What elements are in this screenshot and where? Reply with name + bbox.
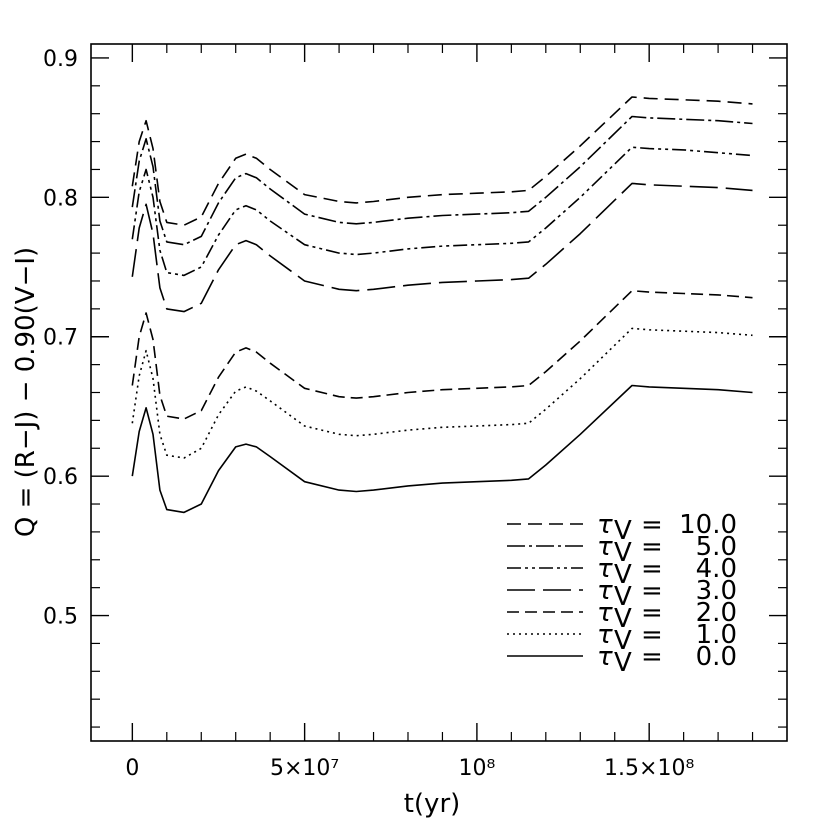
series-line-tau-5.0 [131,115,753,246]
legend-subscript: V [614,560,632,590]
x-tick-label: 5×10⁷ [270,756,339,781]
legend-symbol: τ [597,642,613,672]
legend-value: 1.0 [696,620,737,650]
x-tick-label: 0 [125,756,139,781]
legend-symbol: τ [597,576,613,606]
legend-equals: = [641,554,663,584]
legend-equals: = [641,510,663,540]
legend-subscript: V [614,582,632,612]
series-group [131,96,753,514]
legend-subscript: V [614,626,632,656]
y-axis-label: Q = (R−J) − 0.90(V−I) [11,247,41,537]
plot-frame [90,43,788,742]
legend-symbol: τ [597,532,613,562]
legend-equals: = [641,620,663,650]
legend-subscript: V [614,538,632,568]
legend-subscript: V [614,648,632,678]
series-line-tau-2.0 [131,289,753,420]
tick-labels: 0.5 0.6 0.7 0.8 0.9 0 5×10⁷ 10⁸ 1.5×10⁸ [43,47,694,781]
legend-value: 5.0 [696,532,737,562]
legend-equals: = [641,532,663,562]
axis-ticks [91,44,787,741]
legend-symbol: τ [597,598,613,628]
legend-symbol: τ [597,620,613,650]
series-line-tau-3.0 [131,182,753,313]
legend-symbol: τ [597,554,613,584]
legend-subscript: V [614,516,632,546]
legend-subscript: V [614,604,632,634]
y-tick-label: 0.5 [43,605,78,630]
x-axis-label: t(yr) [404,789,461,819]
legend-value: 2.0 [696,598,737,628]
legend-value: 3.0 [696,576,737,606]
legend-equals: = [641,576,663,606]
y-tick-label: 0.9 [43,47,78,72]
legend-value: 4.0 [696,554,737,584]
legend: τ V = 10.0τ V = 5.0τ V = 4.0τ V = 3.0τ V = 2.0τ V = 1.0τ V =… [507,510,737,678]
legend-symbol: τ [597,510,613,540]
y-tick-label: 0.8 [43,186,78,211]
series-line-tau-0.0 [131,384,753,514]
series-line-tau-10.0 [131,96,753,226]
y-tick-label: 0.6 [43,465,78,490]
series-line-tau-1.0 [131,327,753,459]
legend-value: 10.0 [679,510,737,540]
y-tick-label: 0.7 [43,326,78,351]
series-line-tau-4.0 [131,146,753,277]
legend-equals: = [641,642,663,672]
legend-equals: = [641,598,663,628]
x-tick-label: 1.5×10⁸ [604,756,694,781]
legend-value: 0.0 [696,642,737,672]
x-tick-label: 10⁸ [458,756,495,781]
